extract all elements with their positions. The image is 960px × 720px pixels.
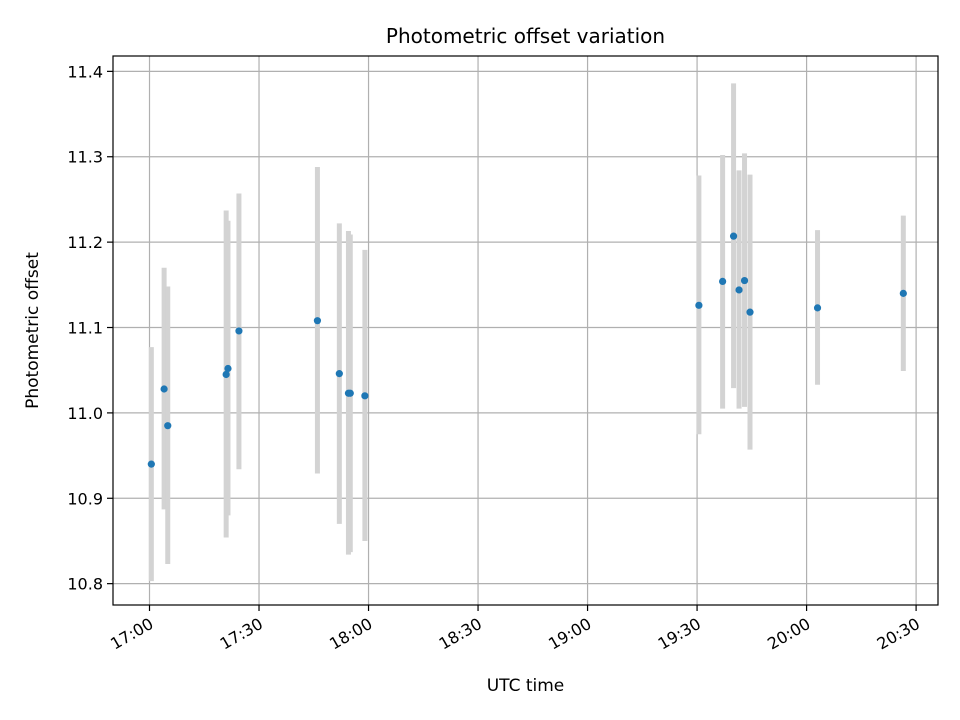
data-point <box>813 304 822 312</box>
y-tick-label: 11.3 <box>67 148 103 167</box>
x-tick-label: 17:30 <box>217 614 266 654</box>
data-points <box>147 232 907 468</box>
data-point <box>346 389 354 397</box>
error-bars <box>148 83 906 582</box>
y-tick-label: 10.8 <box>67 575 103 594</box>
x-tick-label: 20:00 <box>764 614 813 654</box>
data-point <box>235 327 243 335</box>
y-axis-title: Photometric offset <box>23 252 43 409</box>
x-tick-label: 20:30 <box>874 614 923 654</box>
x-tick-label: 18:30 <box>436 614 485 654</box>
y-tick-label: 10.9 <box>67 489 103 508</box>
x-axis-title: UTC time <box>487 676 565 696</box>
data-point <box>313 317 322 325</box>
y-tick-label: 11.1 <box>67 319 103 338</box>
y-ticks: 10.8 10.9 11.0 11.1 11.2 11.3 11.4 <box>67 62 113 594</box>
y-tick-label: 11.4 <box>67 62 103 81</box>
chart-title: Photometric offset variation <box>386 24 665 48</box>
y-tick-label: 11.0 <box>67 404 103 423</box>
data-point <box>695 301 703 309</box>
data-point <box>746 308 754 316</box>
x-ticks: 17:00 17:30 18:00 18:30 19:00 19:30 20:00 20:30 <box>107 605 923 654</box>
x-tick-label: 18:00 <box>326 614 375 654</box>
data-point <box>719 277 727 286</box>
data-point <box>361 392 369 400</box>
data-point <box>740 276 749 285</box>
data-point <box>735 286 743 294</box>
data-point <box>224 364 232 373</box>
data-point <box>160 385 168 393</box>
x-tick-label: 19:00 <box>545 614 594 654</box>
y-tick-label: 11.2 <box>67 233 103 252</box>
data-point <box>222 370 230 379</box>
plot-frame <box>112 55 939 606</box>
x-tick-label: 17:00 <box>107 614 156 654</box>
x-tick-label: 19:30 <box>655 614 704 654</box>
data-point <box>729 232 738 240</box>
data-point <box>164 422 172 430</box>
data-point <box>147 460 155 468</box>
data-point <box>335 370 343 378</box>
data-point <box>899 289 907 297</box>
